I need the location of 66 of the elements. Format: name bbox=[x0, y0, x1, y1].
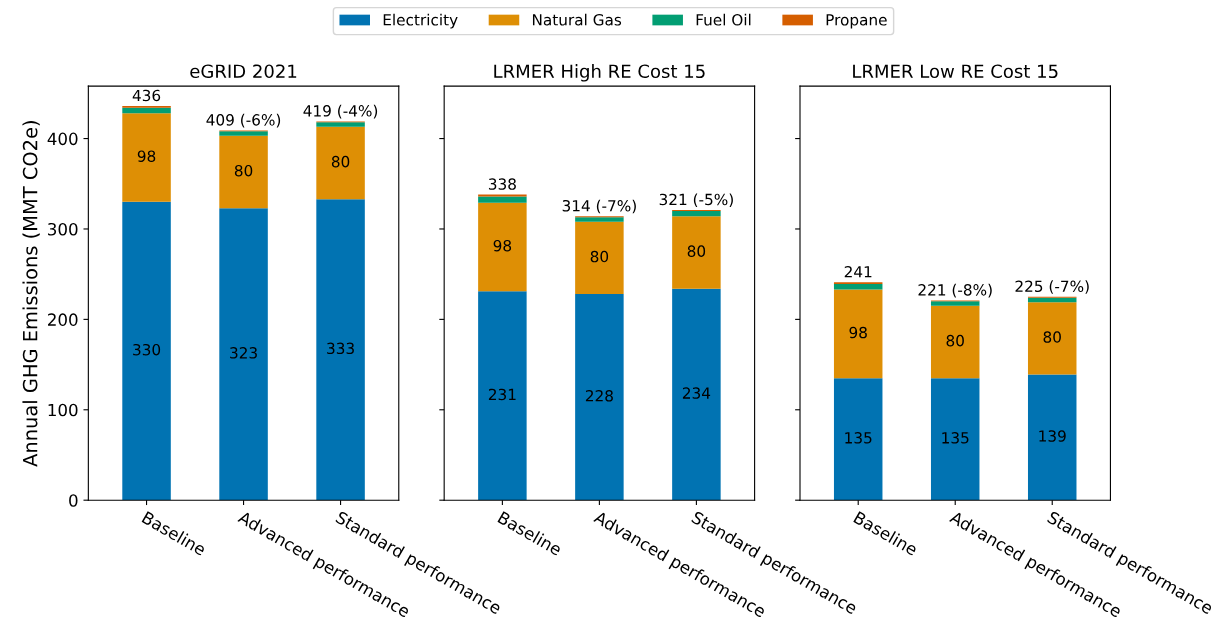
bar bbox=[316, 126, 365, 200]
bar bbox=[478, 196, 527, 203]
total-label: 419 (-4%) bbox=[303, 104, 378, 119]
data-label: 323 bbox=[230, 347, 257, 359]
bar bbox=[219, 131, 268, 136]
total-label: 436 bbox=[132, 89, 161, 102]
bar bbox=[219, 208, 268, 501]
chart-title: eGRID 2021 bbox=[190, 64, 297, 79]
bar bbox=[672, 216, 721, 289]
data-label: 228 bbox=[585, 390, 613, 402]
y-tick-label: 0 bbox=[69, 494, 78, 507]
data-label: 80 bbox=[590, 250, 609, 263]
data-label: 135 bbox=[845, 432, 872, 444]
data-label: 80 bbox=[234, 164, 253, 177]
y-tick-label: 100 bbox=[48, 403, 78, 417]
bar bbox=[316, 122, 365, 127]
legend-label: Natural Gas bbox=[532, 13, 622, 26]
data-label: 80 bbox=[331, 155, 350, 168]
bar bbox=[575, 294, 624, 501]
bar bbox=[833, 378, 883, 501]
data-label: 234 bbox=[682, 387, 711, 399]
data-label: 139 bbox=[1039, 430, 1066, 442]
y-tick-label: 400 bbox=[47, 132, 78, 146]
chart-title: LRMER High RE Cost 15 bbox=[494, 64, 705, 82]
data-label: 98 bbox=[493, 239, 512, 252]
bar bbox=[930, 378, 980, 501]
bar bbox=[930, 301, 980, 306]
data-label: 80 bbox=[687, 245, 706, 257]
total-label: 225 (-7%) bbox=[1015, 280, 1089, 294]
data-label: 135 bbox=[942, 432, 969, 444]
total-label: 241 bbox=[844, 265, 872, 278]
total-label: 221 (-8%) bbox=[918, 283, 992, 298]
total-label: 321 (-5%) bbox=[659, 193, 733, 208]
bar bbox=[930, 305, 980, 379]
data-label: 330 bbox=[133, 343, 161, 356]
bar bbox=[833, 284, 883, 290]
data-label: 80 bbox=[946, 334, 964, 347]
data-label: 98 bbox=[137, 150, 156, 162]
bar bbox=[478, 291, 527, 501]
bar bbox=[833, 289, 883, 379]
bar bbox=[1027, 302, 1077, 375]
total-label: 314 (-7%) bbox=[562, 199, 636, 214]
bar bbox=[672, 210, 721, 217]
y-tick-label: 300 bbox=[48, 222, 78, 236]
legend-label: Propane bbox=[826, 14, 887, 29]
data-label: 333 bbox=[327, 342, 354, 355]
bar bbox=[575, 221, 624, 295]
data-label: 98 bbox=[849, 326, 867, 339]
bar bbox=[122, 107, 171, 114]
bar bbox=[672, 288, 721, 501]
legend-label: Fuel Oil bbox=[696, 13, 751, 26]
bar bbox=[575, 217, 624, 222]
y-tick-label: 200 bbox=[48, 313, 78, 326]
legend-label: Electricity bbox=[383, 13, 458, 29]
data-label: 80 bbox=[1043, 331, 1061, 343]
bar bbox=[316, 199, 365, 501]
bar bbox=[478, 202, 527, 292]
bar bbox=[219, 135, 268, 209]
chart-title: LRMER Low RE Cost 15 bbox=[853, 64, 1058, 79]
bar bbox=[122, 201, 171, 501]
data-label: 231 bbox=[488, 388, 516, 401]
bar bbox=[122, 113, 171, 202]
total-label: 409 (-6%) bbox=[206, 113, 281, 128]
total-label: 338 bbox=[488, 178, 516, 190]
bar bbox=[1027, 374, 1077, 501]
y-axis-title: Annual GHG Emissions (MMT CO2e) bbox=[22, 121, 40, 467]
